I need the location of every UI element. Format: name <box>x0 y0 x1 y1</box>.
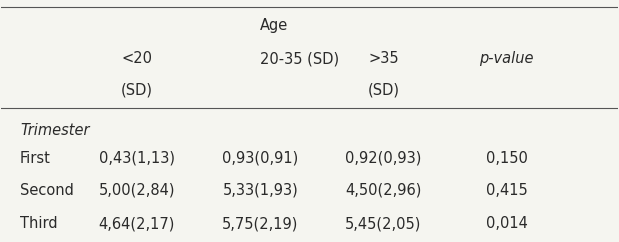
Text: p-value: p-value <box>480 51 534 66</box>
Text: (SD): (SD) <box>121 83 153 97</box>
Text: 5,45(2,05): 5,45(2,05) <box>345 216 422 231</box>
Text: 4,64(2,17): 4,64(2,17) <box>99 216 175 231</box>
Text: <20: <20 <box>121 51 152 66</box>
Text: >35: >35 <box>368 51 399 66</box>
Text: 0,415: 0,415 <box>486 183 527 198</box>
Text: 0,150: 0,150 <box>486 151 527 166</box>
Text: 0,43(1,13): 0,43(1,13) <box>99 151 175 166</box>
Text: 0,92(0,93): 0,92(0,93) <box>345 151 422 166</box>
Text: First: First <box>20 151 51 166</box>
Text: Age: Age <box>260 18 288 33</box>
Text: 5,33(1,93): 5,33(1,93) <box>222 183 298 198</box>
Text: 0,014: 0,014 <box>486 216 527 231</box>
Text: Second: Second <box>20 183 74 198</box>
Text: 5,75(2,19): 5,75(2,19) <box>222 216 298 231</box>
Text: 20-35 (SD): 20-35 (SD) <box>260 51 339 66</box>
Text: 5,00(2,84): 5,00(2,84) <box>98 183 175 198</box>
Text: Trimester: Trimester <box>20 123 89 138</box>
Text: 0,93(0,91): 0,93(0,91) <box>222 151 298 166</box>
Text: Third: Third <box>20 216 58 231</box>
Text: (SD): (SD) <box>368 83 399 97</box>
Text: 4,50(2,96): 4,50(2,96) <box>345 183 422 198</box>
